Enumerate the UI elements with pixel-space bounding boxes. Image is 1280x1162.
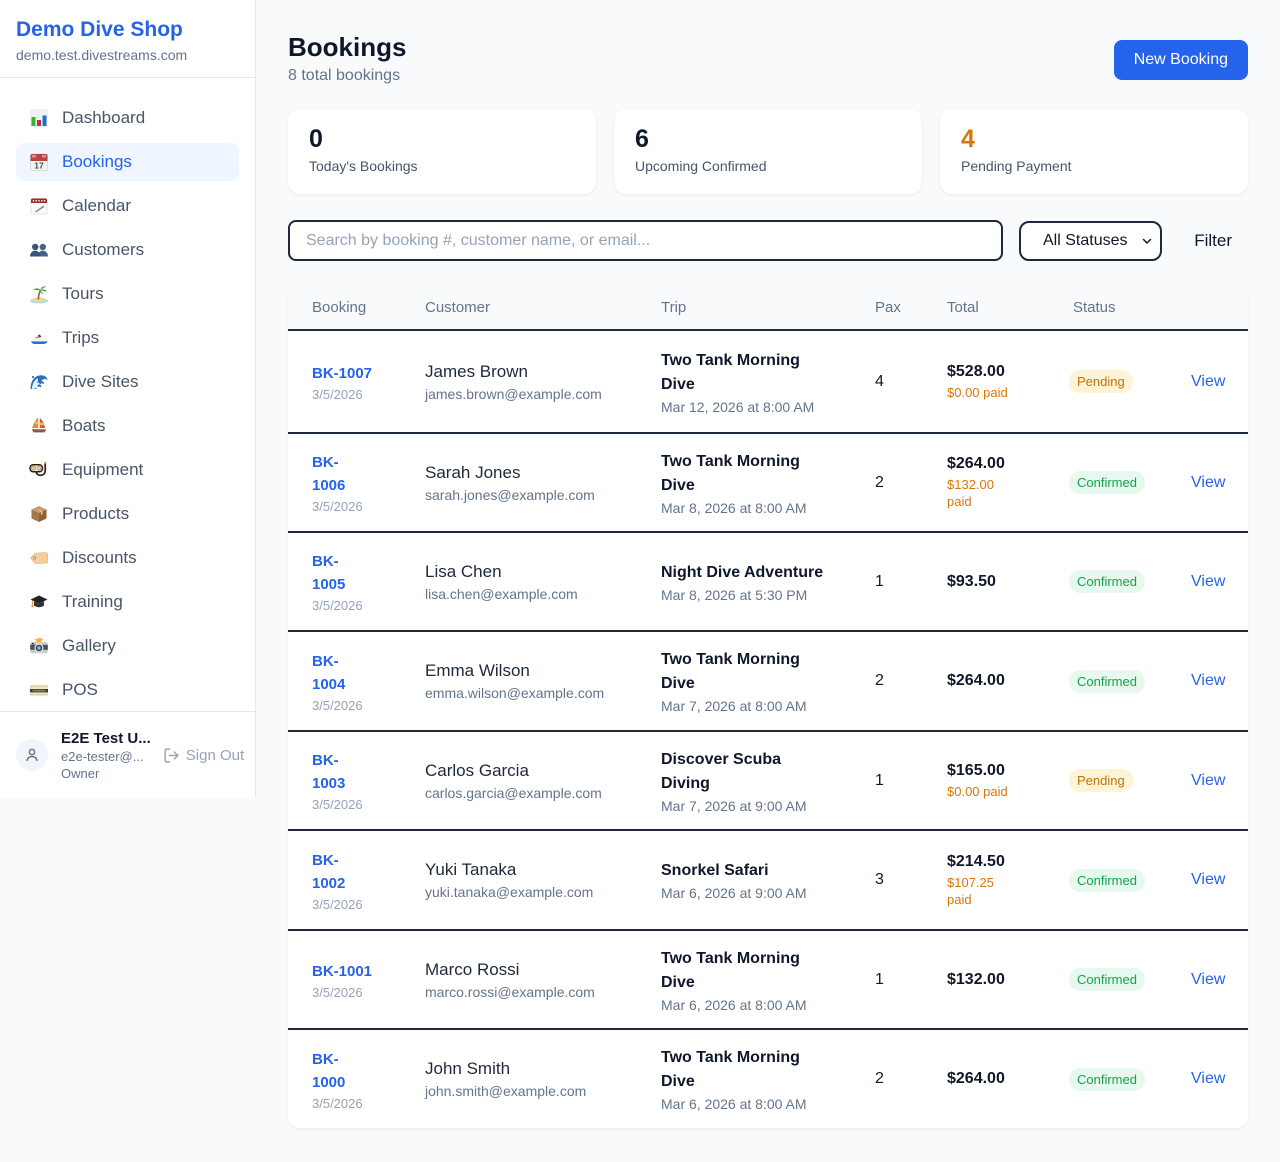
svg-text:17: 17 (34, 161, 44, 171)
